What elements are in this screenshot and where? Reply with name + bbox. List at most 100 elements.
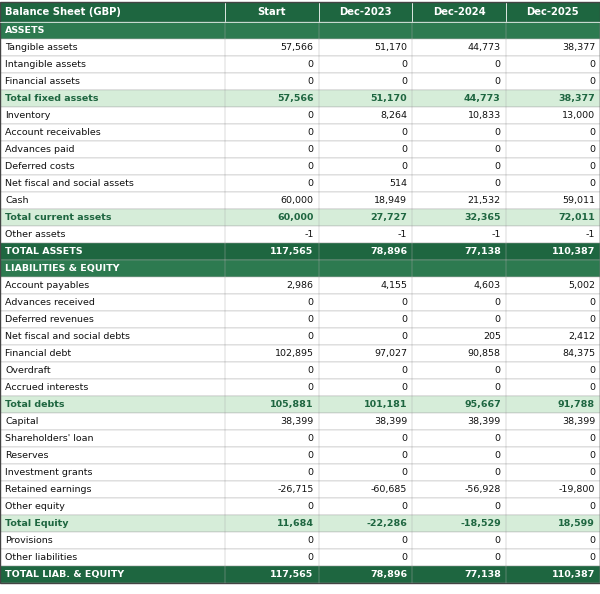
Text: 0: 0	[589, 179, 595, 188]
Text: 0: 0	[589, 366, 595, 375]
Text: 0: 0	[308, 536, 314, 545]
Text: 0: 0	[589, 553, 595, 562]
Text: Deferred revenues: Deferred revenues	[5, 315, 94, 324]
Text: Account payables: Account payables	[5, 281, 89, 290]
Bar	[0, 277, 600, 294]
Text: Reserves: Reserves	[5, 451, 49, 460]
Bar	[0, 362, 600, 379]
Text: 0: 0	[495, 162, 501, 171]
Text: 78,896: 78,896	[370, 247, 407, 256]
Text: 0: 0	[308, 145, 314, 154]
Text: 117,565: 117,565	[271, 570, 314, 579]
Text: 0: 0	[308, 366, 314, 375]
Text: 0: 0	[401, 332, 407, 341]
Text: Other assets: Other assets	[5, 230, 65, 239]
Text: 102,895: 102,895	[275, 349, 314, 358]
Bar	[0, 345, 600, 362]
Text: -56,928: -56,928	[464, 485, 501, 494]
Bar	[0, 464, 600, 481]
Bar	[0, 566, 600, 583]
Bar	[0, 2, 225, 22]
Bar	[0, 226, 600, 243]
Text: Investment grants: Investment grants	[5, 468, 92, 477]
Bar	[0, 447, 600, 464]
Text: 0: 0	[401, 536, 407, 545]
Text: 0: 0	[589, 502, 595, 511]
Text: 10,833: 10,833	[467, 111, 501, 120]
Bar	[0, 498, 600, 515]
Bar	[319, 2, 412, 22]
Bar	[0, 430, 600, 447]
Bar	[0, 107, 600, 124]
Bar	[0, 22, 600, 39]
Text: 0: 0	[401, 366, 407, 375]
Text: Inventory: Inventory	[5, 111, 50, 120]
Text: 0: 0	[495, 179, 501, 188]
Text: 91,788: 91,788	[558, 400, 595, 409]
Text: Intangible assets: Intangible assets	[5, 60, 86, 69]
Bar	[0, 481, 600, 498]
Text: 38,399: 38,399	[562, 417, 595, 426]
Text: Advances received: Advances received	[5, 298, 95, 307]
Text: 0: 0	[308, 179, 314, 188]
Text: 0: 0	[401, 298, 407, 307]
Text: 84,375: 84,375	[562, 349, 595, 358]
Text: 4,155: 4,155	[380, 281, 407, 290]
Bar	[0, 515, 600, 532]
Text: Dec-2025: Dec-2025	[527, 7, 579, 17]
Text: Total debts: Total debts	[5, 400, 65, 409]
Text: 0: 0	[589, 128, 595, 137]
Text: Capital: Capital	[5, 417, 38, 426]
Text: Dec-2024: Dec-2024	[433, 7, 485, 17]
Text: 51,170: 51,170	[374, 43, 407, 52]
Text: 8,264: 8,264	[380, 111, 407, 120]
Text: 0: 0	[589, 536, 595, 545]
Text: 0: 0	[495, 383, 501, 392]
Text: Net fiscal and social assets: Net fiscal and social assets	[5, 179, 134, 188]
Bar	[0, 294, 600, 311]
Text: TOTAL ASSETS: TOTAL ASSETS	[5, 247, 83, 256]
Text: 38,377: 38,377	[558, 94, 595, 103]
Text: Other liabilities: Other liabilities	[5, 553, 77, 562]
Text: 0: 0	[495, 553, 501, 562]
Text: -18,529: -18,529	[460, 519, 501, 528]
Text: 0: 0	[495, 128, 501, 137]
Text: 0: 0	[401, 77, 407, 86]
Text: 0: 0	[495, 145, 501, 154]
Text: Advances paid: Advances paid	[5, 145, 74, 154]
Bar	[0, 396, 600, 413]
Bar	[0, 158, 600, 175]
Text: 0: 0	[589, 315, 595, 324]
Bar	[0, 260, 600, 277]
Text: 18,949: 18,949	[374, 196, 407, 205]
Bar	[0, 532, 600, 549]
Text: Dec-2023: Dec-2023	[339, 7, 392, 17]
Text: 101,181: 101,181	[364, 400, 407, 409]
Text: 0: 0	[308, 332, 314, 341]
Bar	[225, 2, 319, 22]
Text: Shareholders' loan: Shareholders' loan	[5, 434, 94, 443]
Text: Net fiscal and social debts: Net fiscal and social debts	[5, 332, 130, 341]
Bar	[0, 549, 600, 566]
Text: 38,377: 38,377	[562, 43, 595, 52]
Text: 0: 0	[401, 383, 407, 392]
Text: 0: 0	[589, 434, 595, 443]
Text: 0: 0	[401, 60, 407, 69]
Text: 90,858: 90,858	[468, 349, 501, 358]
Bar	[0, 243, 600, 260]
Text: 0: 0	[308, 60, 314, 69]
Text: 32,365: 32,365	[464, 213, 501, 222]
Text: 0: 0	[401, 434, 407, 443]
Text: 105,881: 105,881	[270, 400, 314, 409]
Text: 27,727: 27,727	[370, 213, 407, 222]
Bar	[506, 2, 600, 22]
Text: TOTAL LIAB. & EQUITY: TOTAL LIAB. & EQUITY	[5, 570, 124, 579]
Text: 0: 0	[495, 60, 501, 69]
Text: Accrued interests: Accrued interests	[5, 383, 88, 392]
Text: 0: 0	[308, 502, 314, 511]
Text: 57,566: 57,566	[277, 94, 314, 103]
Text: -1: -1	[304, 230, 314, 239]
Text: 0: 0	[589, 60, 595, 69]
Text: Total Equity: Total Equity	[5, 519, 68, 528]
Text: Start: Start	[257, 7, 286, 17]
